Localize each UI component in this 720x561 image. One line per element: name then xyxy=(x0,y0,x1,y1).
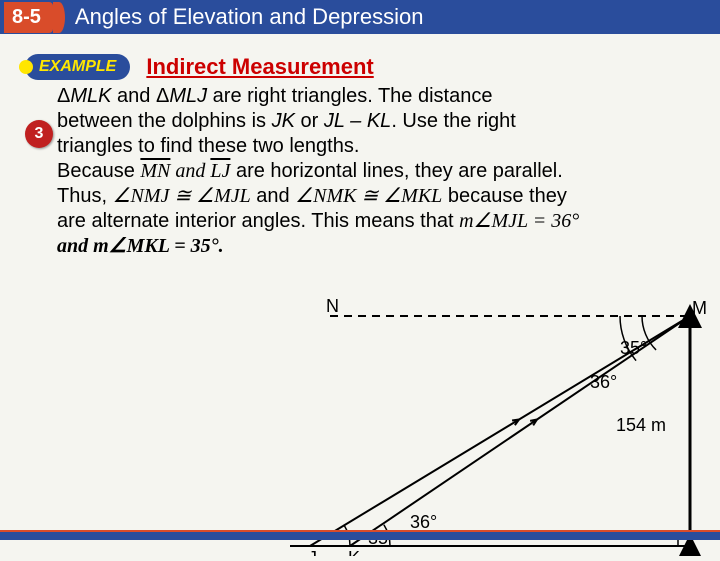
txt: and Δ xyxy=(111,85,169,107)
txt: triangles to find these two lengths. xyxy=(57,135,359,157)
angle-congruence-1: ∠NMJ ≅ ∠MJL xyxy=(113,185,251,207)
txt: are horizontal lines, they are parallel. xyxy=(230,160,562,182)
txt: . Use the right xyxy=(391,110,516,132)
txt: and xyxy=(170,160,210,182)
example-tag: EXAMPLE xyxy=(25,54,130,80)
txt: Δ xyxy=(57,85,70,107)
txt: are alternate interior angles. This mean… xyxy=(57,210,459,232)
txt: between the dolphins is xyxy=(57,110,272,132)
example-subtitle: Indirect Measurement xyxy=(146,54,373,80)
txt: Thus, xyxy=(57,185,113,207)
txt-var: MLK xyxy=(70,85,111,107)
svg-text:M: M xyxy=(692,298,707,318)
bullet-number-badge: 3 xyxy=(25,120,53,148)
footer-bar xyxy=(0,532,720,540)
svg-text:L: L xyxy=(686,548,696,556)
diagram-svg: NMJKL35°36°36°35°154 m xyxy=(290,296,710,556)
txt-var: MLJ xyxy=(169,85,207,107)
txt-var: JL – KL xyxy=(324,110,391,132)
svg-text:36°: 36° xyxy=(590,372,617,392)
svg-text:N: N xyxy=(326,296,339,316)
svg-text:35°: 35° xyxy=(620,338,647,358)
svg-text:K: K xyxy=(348,548,360,556)
txt: or xyxy=(295,110,324,132)
section-badge: 8-5 xyxy=(4,2,53,33)
header-title: Angles of Elevation and Depression xyxy=(75,4,424,30)
angle-congruence-2: ∠NMK ≅ ∠MKL xyxy=(295,185,442,207)
angle-measure-2: and m∠MKL = 35°. xyxy=(57,235,224,257)
header-bar: 8-5 Angles of Elevation and Depression xyxy=(0,0,720,34)
content-area: EXAMPLE Indirect Measurement 3 ΔMLK and … xyxy=(0,34,720,279)
txt: Because xyxy=(57,160,140,182)
txt: because they xyxy=(442,185,567,207)
txt-var: JK xyxy=(272,110,295,132)
seg-mn: MN xyxy=(140,160,170,182)
txt: and xyxy=(251,185,295,207)
svg-text:J: J xyxy=(308,548,317,556)
subtitle-row: EXAMPLE Indirect Measurement xyxy=(25,54,695,80)
svg-text:154 m: 154 m xyxy=(616,415,666,435)
angle-measure-1: m∠MJL = 36° xyxy=(459,210,579,232)
txt: are right triangles. The distance xyxy=(207,85,492,107)
body-text: ΔMLK and ΔMLJ are right triangles. The d… xyxy=(57,84,695,259)
svg-text:36°: 36° xyxy=(410,512,437,532)
seg-lj: LJ xyxy=(210,160,230,182)
geometry-diagram: NMJKL35°36°36°35°154 m xyxy=(290,296,710,556)
